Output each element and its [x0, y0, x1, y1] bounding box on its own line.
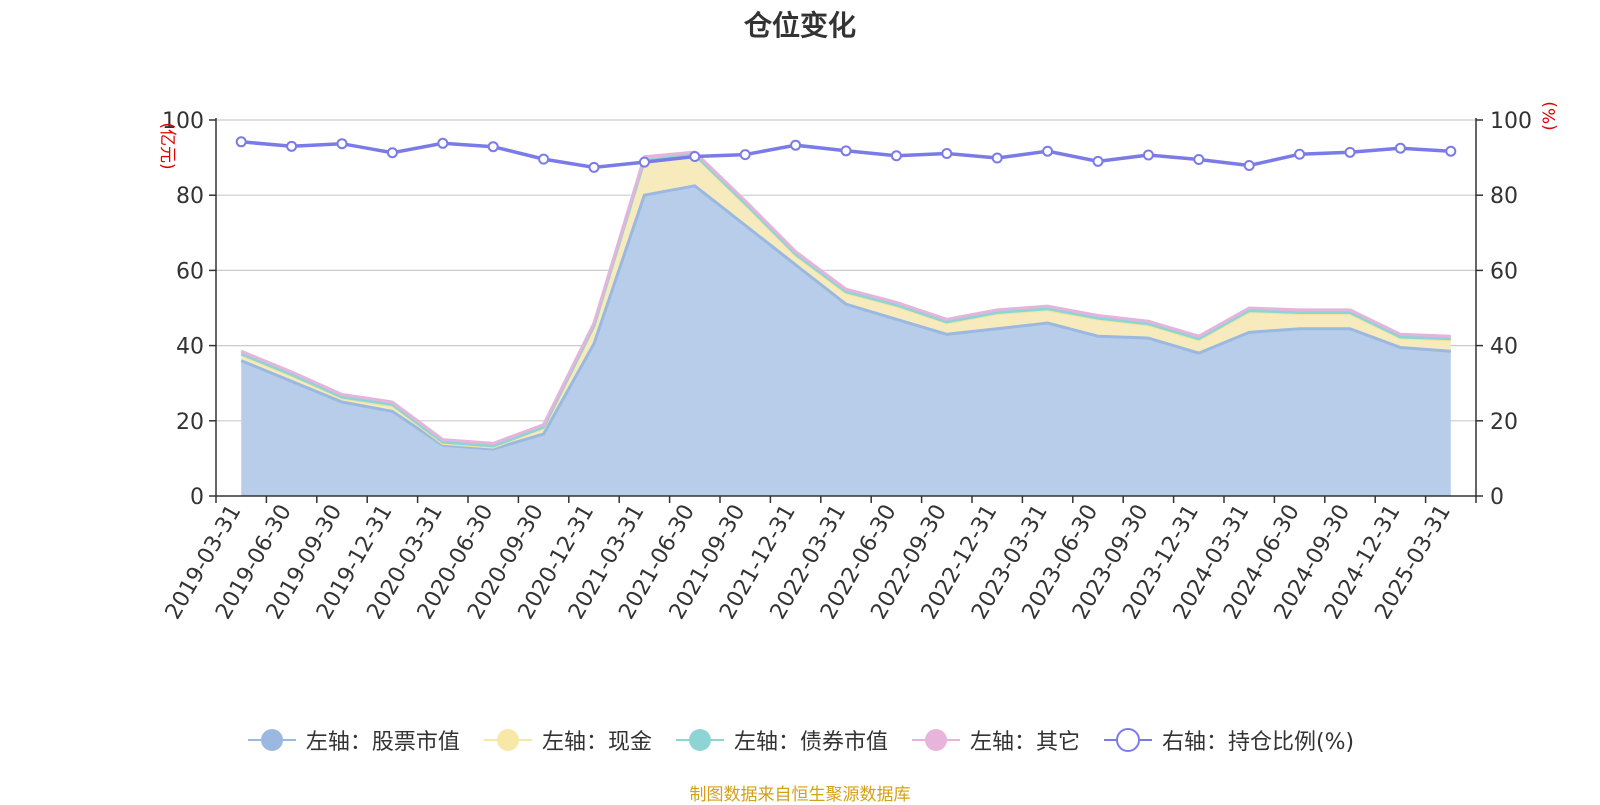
y-left-unit-label: (亿元) — [157, 122, 177, 169]
line-series-point — [386, 147, 398, 159]
y-right-unit-label: (%) — [1540, 101, 1560, 130]
y-right-tick-label: 0 — [1490, 485, 1504, 510]
legend-swatch — [483, 729, 532, 751]
legend-item[interactable]: 左轴：现金 — [482, 724, 652, 756]
legend-item[interactable]: 右轴：持仓比例(%) — [1102, 724, 1354, 756]
legend-swatch — [675, 729, 724, 751]
y-left-tick-label: 100 — [162, 109, 204, 134]
legend-label: 左轴：债券市值 — [733, 730, 888, 755]
line-series-point — [1344, 146, 1356, 158]
legend-item[interactable]: 左轴：债券市值 — [674, 724, 888, 756]
line-series-point — [437, 137, 449, 149]
data-source-note: 制图数据来自恒生聚源数据库 — [689, 785, 911, 805]
chart-canvas: 0204060801000204060801002019-03-312019-0… — [157, 101, 1560, 623]
y-left-tick-label: 80 — [176, 184, 204, 209]
legend-label: 左轴：股票市值 — [305, 730, 460, 755]
area-series-line — [240, 153, 1451, 448]
line-series-point — [1394, 142, 1406, 154]
y-left-tick-label: 60 — [176, 259, 204, 284]
y-right-tick-label: 40 — [1490, 335, 1518, 360]
line-series-point — [487, 141, 499, 153]
area-series-line — [240, 184, 1451, 451]
chart-title: 仓位变化 — [743, 9, 856, 42]
y-left-tick-label: 20 — [176, 410, 204, 435]
legend-label: 左轴：其它 — [969, 730, 1080, 755]
legend: 左轴：股票市值 左轴：现金 左轴：债券市值 左轴：其它 右轴：持仓比例(%) — [0, 722, 1600, 758]
line-series-point — [1294, 148, 1306, 160]
line-series-point — [1092, 155, 1104, 167]
y-right-tick-label: 100 — [1490, 109, 1532, 134]
line-series-point — [638, 156, 650, 168]
line-series-point — [286, 140, 298, 152]
line-series-point — [739, 149, 751, 161]
y-right-tick-label: 60 — [1490, 259, 1518, 284]
y-right-tick-label: 20 — [1490, 410, 1518, 435]
line-series-point — [1193, 153, 1205, 165]
line-series-point — [1243, 159, 1255, 171]
legend-item[interactable]: 左轴：其它 — [910, 724, 1080, 756]
line-series-point — [689, 150, 701, 162]
line-series-point — [840, 145, 852, 157]
line-series-point — [890, 150, 902, 162]
y-right-tick-label: 80 — [1490, 184, 1518, 209]
line-series-point — [1042, 145, 1054, 157]
area-series-line — [240, 150, 1451, 445]
legend-swatch — [247, 729, 296, 751]
line-series-point — [588, 161, 600, 173]
line-series-point — [790, 139, 802, 151]
line-series-point — [1142, 149, 1154, 161]
line-series-point — [1445, 145, 1457, 157]
legend-item[interactable]: 左轴：股票市值 — [246, 724, 460, 756]
area-series — [241, 185, 1451, 497]
line-series-point — [336, 138, 348, 150]
line-series-point — [991, 152, 1003, 164]
legend-swatch — [911, 729, 960, 751]
legend-swatch — [1103, 728, 1152, 752]
y-left-tick-label: 0 — [190, 485, 204, 510]
legend-label: 左轴：现金 — [541, 730, 652, 755]
legend-label: 右轴：持仓比例(%) — [1161, 730, 1355, 755]
y-left-tick-label: 40 — [176, 335, 204, 360]
line-series-point — [235, 136, 247, 148]
line-series-point — [538, 153, 550, 165]
line-series-point — [941, 147, 953, 159]
